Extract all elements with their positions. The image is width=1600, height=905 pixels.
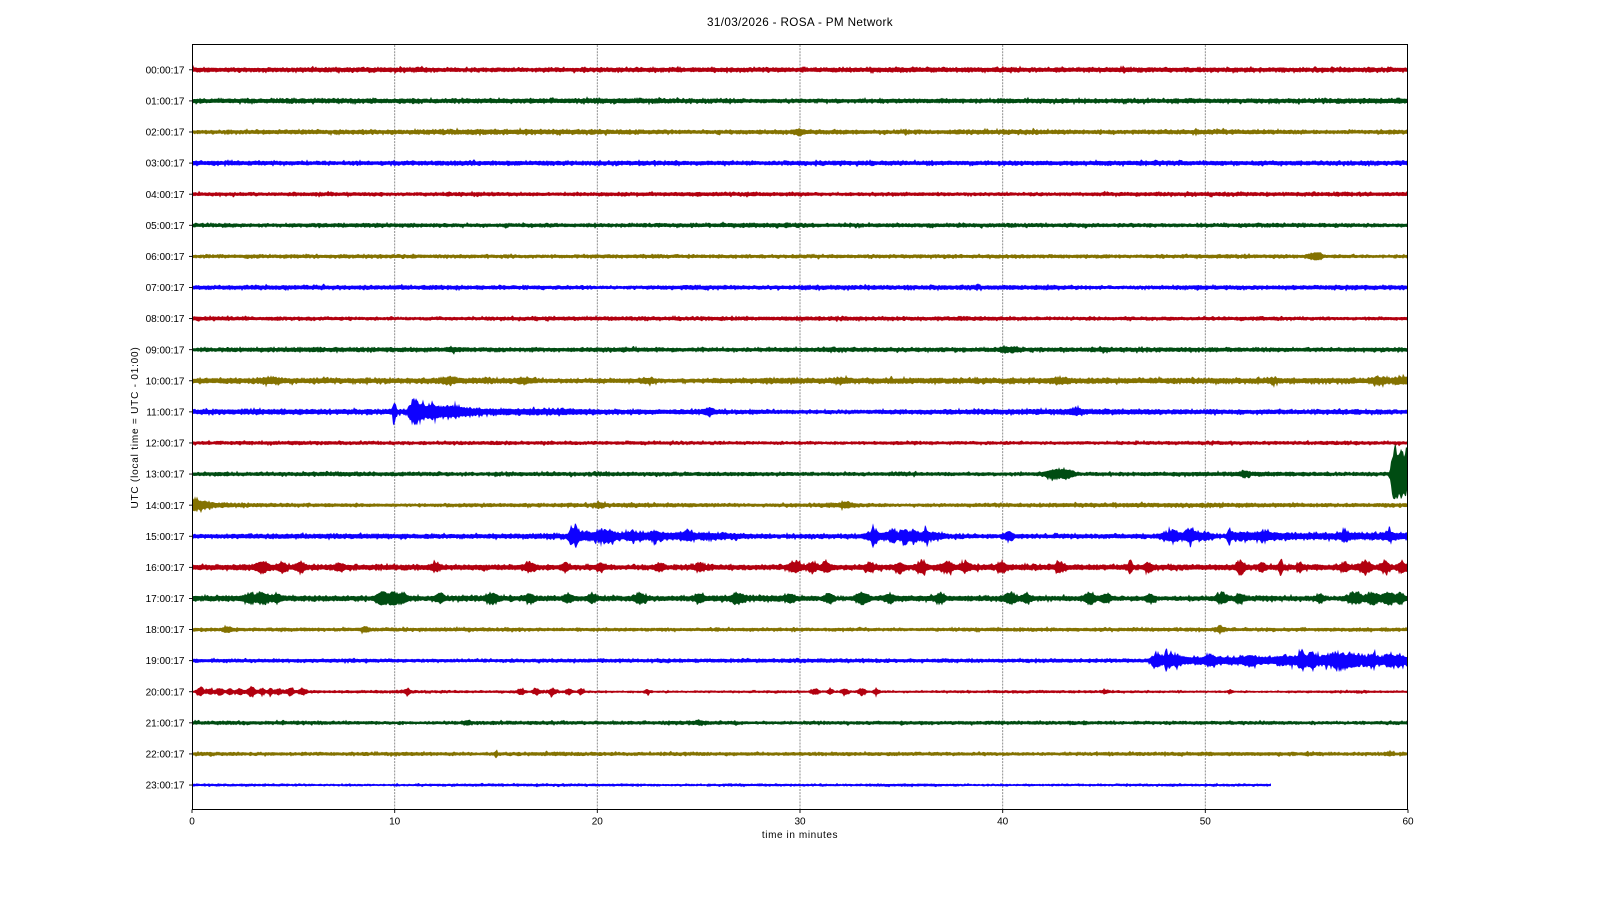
svg-text:23:00:17: 23:00:17 bbox=[146, 781, 185, 792]
svg-text:50: 50 bbox=[1200, 817, 1212, 828]
svg-text:10: 10 bbox=[389, 817, 401, 828]
svg-text:12:00:17: 12:00:17 bbox=[146, 439, 185, 450]
svg-text:15:00:17: 15:00:17 bbox=[146, 532, 185, 543]
svg-text:18:00:17: 18:00:17 bbox=[146, 625, 185, 636]
svg-text:60: 60 bbox=[1402, 817, 1414, 828]
svg-text:40: 40 bbox=[997, 817, 1009, 828]
svg-text:06:00:17: 06:00:17 bbox=[146, 252, 185, 263]
svg-text:0: 0 bbox=[189, 817, 195, 828]
svg-text:UTC (local time = UTC - 01:00): UTC (local time = UTC - 01:00) bbox=[130, 346, 141, 508]
svg-text:13:00:17: 13:00:17 bbox=[146, 470, 185, 481]
svg-text:11:00:17: 11:00:17 bbox=[146, 407, 185, 418]
svg-text:02:00:17: 02:00:17 bbox=[146, 128, 185, 139]
svg-text:31/03/2026 - ROSA - PM Network: 31/03/2026 - ROSA - PM Network bbox=[707, 16, 893, 29]
svg-text:08:00:17: 08:00:17 bbox=[146, 314, 185, 325]
svg-text:16:00:17: 16:00:17 bbox=[146, 563, 185, 574]
svg-text:10:00:17: 10:00:17 bbox=[146, 376, 185, 387]
svg-text:00:00:17: 00:00:17 bbox=[146, 65, 185, 76]
svg-text:05:00:17: 05:00:17 bbox=[146, 221, 185, 232]
svg-text:01:00:17: 01:00:17 bbox=[146, 97, 185, 108]
svg-text:07:00:17: 07:00:17 bbox=[146, 283, 185, 294]
svg-text:19:00:17: 19:00:17 bbox=[146, 656, 185, 667]
svg-text:20:00:17: 20:00:17 bbox=[146, 687, 185, 698]
svg-text:30: 30 bbox=[794, 817, 806, 828]
svg-text:09:00:17: 09:00:17 bbox=[146, 345, 185, 356]
svg-text:time in minutes: time in minutes bbox=[762, 830, 838, 841]
svg-text:22:00:17: 22:00:17 bbox=[146, 750, 185, 761]
svg-text:20: 20 bbox=[592, 817, 604, 828]
svg-text:17:00:17: 17:00:17 bbox=[146, 594, 185, 605]
svg-text:03:00:17: 03:00:17 bbox=[146, 159, 185, 170]
svg-text:21:00:17: 21:00:17 bbox=[146, 718, 185, 729]
svg-text:04:00:17: 04:00:17 bbox=[146, 190, 185, 201]
svg-text:14:00:17: 14:00:17 bbox=[146, 501, 185, 512]
